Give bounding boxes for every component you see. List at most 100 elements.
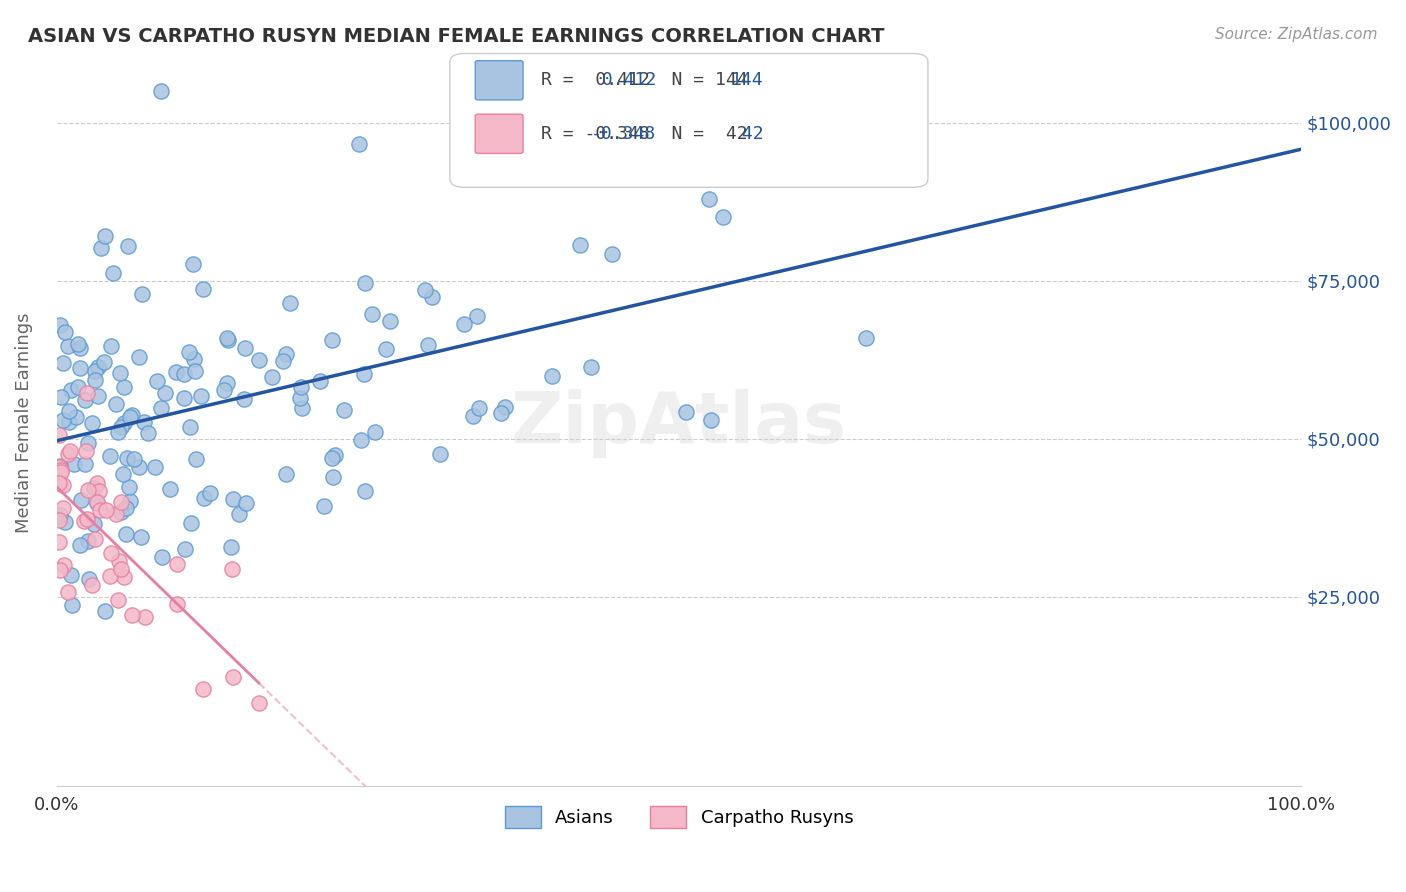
Point	[66, 337, 89, 351]
Point	[129, 530, 152, 544]
Point	[105, 507, 128, 521]
Point	[101, 266, 124, 280]
Point	[77, 436, 100, 450]
Point	[249, 353, 271, 368]
Point	[87, 389, 110, 403]
Point	[413, 283, 436, 297]
Point	[121, 409, 143, 423]
Point	[121, 608, 143, 623]
Point	[697, 193, 720, 207]
Point	[378, 314, 401, 328]
Point	[86, 496, 108, 510]
Point	[541, 368, 564, 383]
Point	[219, 540, 242, 554]
Point	[107, 593, 129, 607]
Point	[165, 365, 187, 379]
Point	[465, 310, 488, 324]
Point	[128, 460, 150, 475]
Point	[115, 527, 138, 541]
Point	[361, 307, 384, 321]
Point	[49, 318, 72, 332]
Point	[56, 447, 79, 461]
Point	[321, 334, 343, 348]
Point	[308, 374, 330, 388]
Point	[55, 325, 77, 339]
Text: R =  0.412  N = 144: R = 0.412 N = 144	[541, 71, 748, 89]
Point	[354, 484, 377, 499]
Point	[60, 383, 83, 397]
Point	[118, 480, 141, 494]
Point	[143, 459, 166, 474]
Point	[110, 419, 132, 434]
Point	[53, 558, 76, 573]
Point	[89, 503, 111, 517]
Point	[221, 562, 243, 576]
Point	[247, 697, 270, 711]
Text: ASIAN VS CARPATHO RUSYN MEDIAN FEMALE EARNINGS CORRELATION CHART: ASIAN VS CARPATHO RUSYN MEDIAN FEMALE EA…	[28, 27, 884, 45]
Point	[193, 682, 215, 697]
Point	[108, 553, 131, 567]
Point	[235, 341, 257, 355]
Point	[150, 550, 173, 565]
Point	[180, 516, 202, 530]
Point	[83, 517, 105, 532]
Point	[49, 458, 72, 473]
Point	[149, 84, 172, 98]
Point	[51, 463, 73, 477]
Point	[323, 448, 346, 462]
Point	[233, 392, 256, 407]
Point	[117, 239, 139, 253]
Point	[79, 572, 101, 586]
Point	[159, 482, 181, 496]
Legend: Asians, Carpatho Rusyns: Asians, Carpatho Rusyns	[498, 799, 860, 836]
Point	[215, 331, 238, 345]
Point	[52, 356, 75, 370]
Point	[58, 404, 80, 418]
Point	[347, 136, 370, 151]
Point	[112, 570, 135, 584]
Point	[579, 360, 602, 375]
Point	[274, 347, 297, 361]
Point	[110, 495, 132, 509]
Point	[58, 415, 80, 429]
Text: -0.348: -0.348	[591, 125, 655, 143]
Text: R = -0.348  N =  42: R = -0.348 N = 42	[541, 125, 748, 143]
Point	[60, 598, 83, 612]
Point	[353, 277, 375, 291]
Point	[468, 401, 491, 415]
Point	[49, 508, 72, 522]
Text: 0.412: 0.412	[591, 71, 655, 89]
Point	[290, 380, 312, 394]
Point	[73, 514, 96, 528]
Point	[494, 401, 516, 415]
Point	[212, 383, 235, 397]
Point	[53, 515, 76, 529]
Point	[73, 457, 96, 471]
Point	[110, 505, 132, 519]
Point	[58, 584, 80, 599]
Point	[349, 433, 371, 447]
Point	[190, 389, 212, 403]
Point	[115, 451, 138, 466]
Point	[174, 542, 197, 557]
Point	[215, 376, 238, 390]
Point	[146, 374, 169, 388]
Point	[94, 229, 117, 244]
Point	[173, 367, 195, 381]
Point	[48, 535, 70, 549]
Point	[73, 392, 96, 407]
Point	[80, 577, 103, 591]
Point	[134, 609, 156, 624]
Point	[260, 369, 283, 384]
Point	[183, 364, 205, 378]
Point	[80, 417, 103, 431]
Point	[332, 403, 354, 417]
Point	[353, 367, 375, 381]
Point	[131, 287, 153, 301]
Point	[83, 481, 105, 495]
Y-axis label: Median Female Earnings: Median Female Earnings	[15, 313, 32, 533]
Point	[110, 367, 132, 381]
Point	[94, 604, 117, 618]
Point	[420, 290, 443, 304]
Point	[104, 397, 127, 411]
